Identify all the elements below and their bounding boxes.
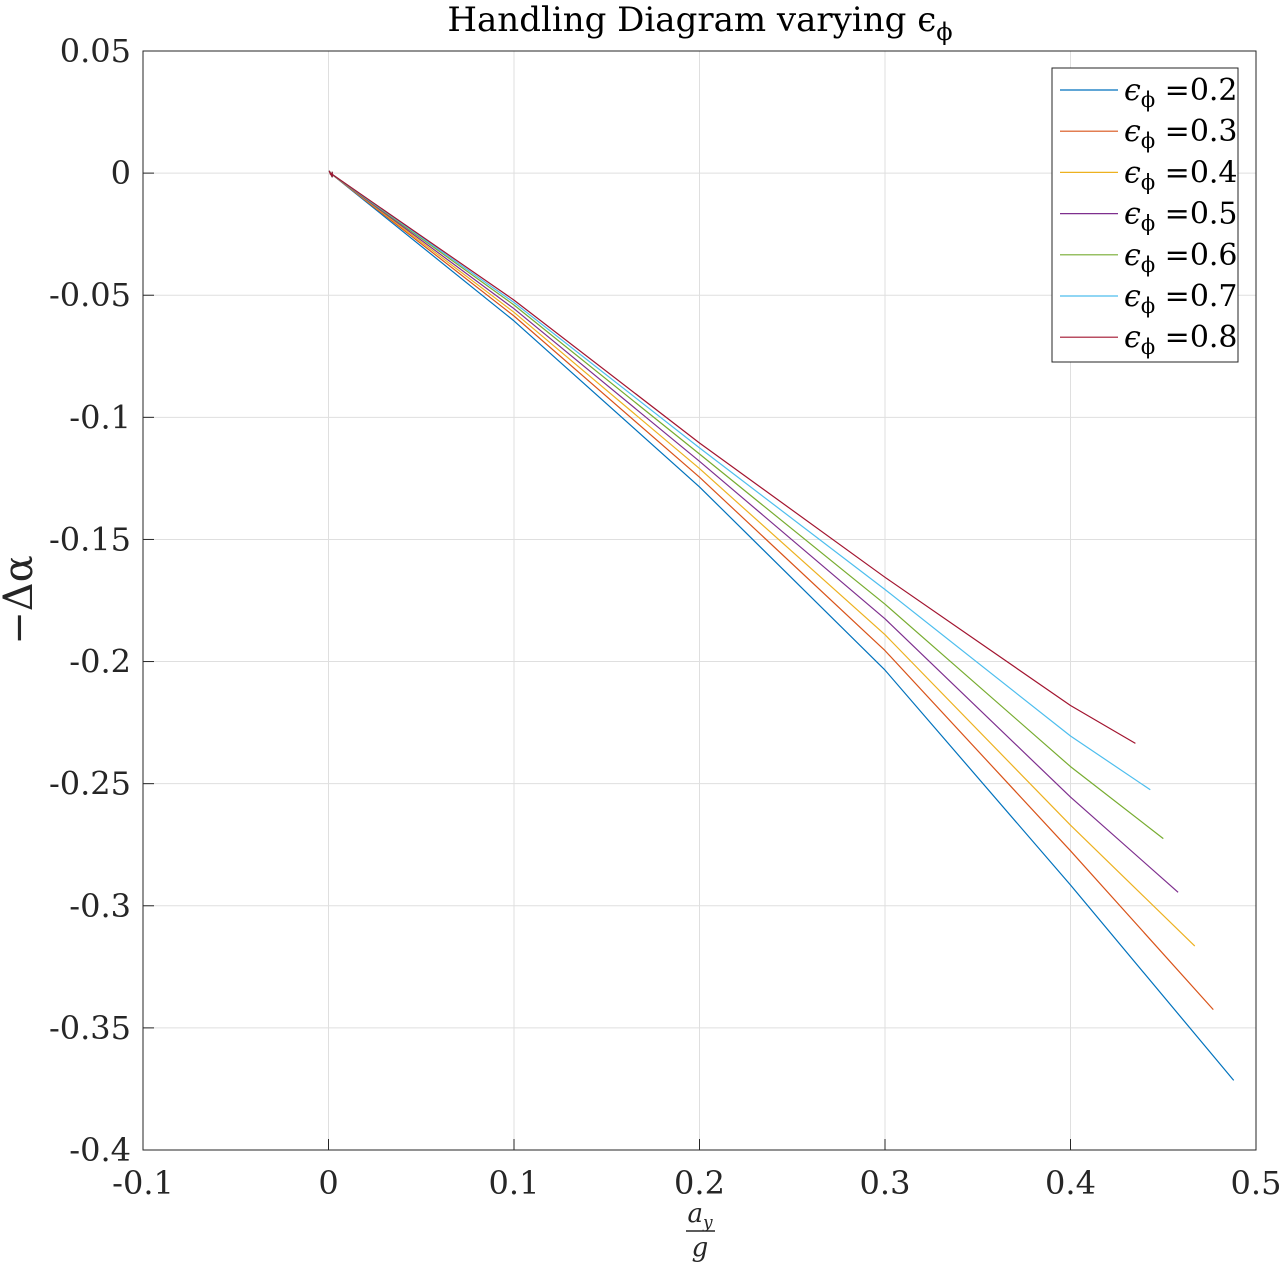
x-tick-label: 0.2 <box>674 1164 725 1202</box>
x-tick-label: -0.1 <box>112 1164 174 1202</box>
y-axis-label: −Δα <box>0 555 42 644</box>
y-tick-label: -0.35 <box>49 1009 131 1047</box>
y-tick-label: -0.15 <box>49 520 131 558</box>
y-tick-label: -0.4 <box>69 1131 131 1169</box>
legend-entry-4: ϵϕ =0.5 <box>1124 197 1238 236</box>
x-axis-label-denominator: g <box>692 1233 709 1263</box>
chart-title: Handling Diagram varying ϵϕ <box>447 0 952 46</box>
title-main: Handling Diagram varying ϵ <box>447 0 936 40</box>
legend: ϵϕ =0.2ϵϕ =0.3ϵϕ =0.4ϵϕ =0.5ϵϕ =0.6ϵϕ =0… <box>1051 67 1239 363</box>
legend-entry-5: ϵϕ =0.6 <box>1124 238 1238 277</box>
y-tick-label: 0.05 <box>60 32 131 70</box>
y-tick-label: -0.05 <box>49 276 131 314</box>
y-tick-labels: 0.05 0 -0.05 -0.1 -0.15 -0.2 -0.25 -0.3 -0.35 -0.… <box>49 32 131 1169</box>
legend-box <box>1051 67 1239 363</box>
x-tick-labels: -0.1 0 0.1 0.2 0.3 0.4 0.5 <box>112 1164 1281 1202</box>
x-axis-label: ay g <box>686 1199 715 1263</box>
grid-lines <box>143 51 1256 1150</box>
y-tick-label: -0.1 <box>69 398 131 436</box>
legend-entry-6: ϵϕ =0.7 <box>1124 279 1238 318</box>
y-tick-label: -0.3 <box>69 887 131 925</box>
x-axis-label-numerator: ay <box>687 1199 713 1233</box>
title-subscript: ϕ <box>936 18 952 46</box>
legend-entry-2: ϵϕ =0.3 <box>1124 114 1238 153</box>
y-tick-label: 0 <box>111 154 131 192</box>
x-tick-label: 0.5 <box>1231 1164 1282 1202</box>
series-lines <box>328 170 1235 1081</box>
y-tick-label: -0.2 <box>69 643 131 681</box>
series-line-7 <box>328 170 1136 744</box>
legend-entry-7: ϵϕ =0.8 <box>1124 320 1238 359</box>
legend-entry-1: ϵϕ =0.2 <box>1124 73 1238 112</box>
axis-ticks <box>142 50 1257 1151</box>
x-tick-label: 0 <box>318 1164 338 1202</box>
x-tick-label: 0.4 <box>1045 1164 1096 1202</box>
x-tick-label: 0.3 <box>860 1164 911 1202</box>
y-tick-label: -0.25 <box>49 765 131 803</box>
legend-entry-3: ϵϕ =0.4 <box>1124 155 1238 194</box>
x-tick-label: 0.1 <box>489 1164 540 1202</box>
